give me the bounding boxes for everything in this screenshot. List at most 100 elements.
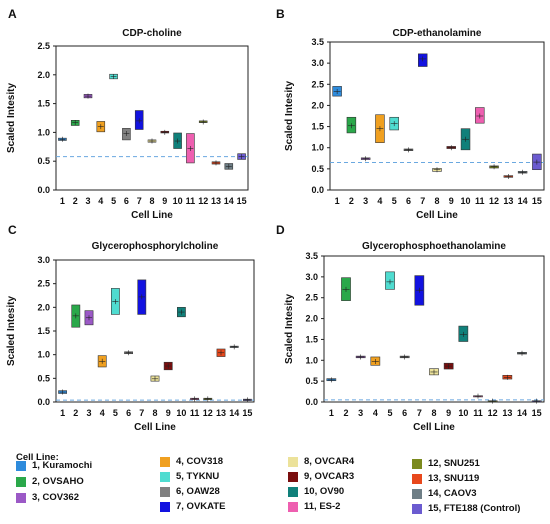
x-tick-label: 8 [434, 196, 439, 206]
panel-letter: B [276, 7, 285, 21]
legend-label: 9, OVCAR3 [304, 471, 355, 482]
legend-swatch [16, 476, 26, 487]
x-tick-label: 6 [406, 196, 411, 206]
x-tick-label: 3 [358, 408, 363, 418]
x-tick-label: 4 [377, 196, 382, 206]
y-axis-label: Scaled Intesity [284, 81, 295, 151]
legend-label: 4, COV318 [176, 456, 223, 467]
legend-item-8: 8, OVCAR4 [288, 456, 354, 467]
legend-item-6: 6, OAW28 [160, 486, 220, 497]
legend-swatch [160, 501, 170, 512]
x-tick-label: 5 [113, 408, 118, 418]
y-tick-label: 2.5 [311, 79, 324, 89]
y-tick-label: 3.5 [311, 37, 324, 47]
panel-letter: C [8, 223, 17, 237]
legend-swatch [412, 458, 422, 469]
y-tick-label: 0.0 [37, 185, 50, 195]
legend-swatch [160, 471, 170, 482]
x-tick-label: 7 [420, 196, 425, 206]
y-tick-label: 3.0 [305, 272, 318, 282]
x-tick-label: 1 [329, 408, 334, 418]
y-tick-label: 3.5 [305, 251, 318, 261]
x-tick-label: 7 [417, 408, 422, 418]
y-tick-label: 2.0 [311, 100, 324, 110]
legend-item-3: 3, COV362 [16, 492, 79, 503]
legend-swatch [288, 456, 298, 467]
x-axis-label: Cell Line [134, 422, 176, 433]
x-tick-label: 15 [237, 196, 247, 206]
x-tick-label: 10 [461, 196, 471, 206]
y-tick-label: 2.5 [37, 41, 50, 51]
panel-B: B CDP-ethanolamine 0.0 0.5 1.0 1.5 2.0 2.5 3.0 3.… [276, 7, 545, 221]
legend-item-10: 10, OV90 [288, 486, 344, 497]
y-tick-label: 0.5 [37, 373, 50, 383]
legend-swatch [412, 473, 422, 484]
x-tick-label: 11 [475, 196, 485, 206]
y-tick-label: 3.0 [37, 255, 50, 265]
y-tick-label: 0.5 [305, 376, 318, 386]
y-tick-label: 2.5 [37, 279, 50, 289]
y-tick-label: 2.0 [305, 314, 318, 324]
x-tick-label: 6 [126, 408, 131, 418]
legend-label: 11, ES-2 [304, 501, 341, 512]
legend-item-15: 15, FTE188 (Control) [412, 503, 520, 514]
y-tick-label: 1.0 [37, 350, 50, 360]
x-tick-label: 3 [85, 196, 90, 206]
x-tick-label: 1 [60, 196, 65, 206]
legend-swatch [412, 488, 422, 499]
y-axis-label: Scaled Intesity [6, 83, 17, 153]
x-tick-label: 11 [190, 408, 200, 418]
panel-C: C Glycerophosphorylcholine 0.0 0.5 1.0 1.5 2.0… [6, 223, 255, 433]
legend-item-9: 9, OVCAR3 [288, 471, 354, 482]
x-tick-label: 9 [166, 408, 171, 418]
x-tick-label: 6 [124, 196, 129, 206]
x-tick-label: 13 [216, 408, 226, 418]
x-tick-label: 14 [518, 196, 528, 206]
x-tick-label: 8 [149, 196, 154, 206]
x-tick-label: 8 [431, 408, 436, 418]
x-tick-label: 2 [343, 408, 348, 418]
legend-item-7: 7, OVKATE [160, 501, 225, 512]
x-tick-label: 9 [449, 196, 454, 206]
legend-label: 12, SNU251 [428, 458, 480, 469]
x-tick-label: 14 [229, 408, 239, 418]
y-tick-label: 1.0 [37, 127, 50, 137]
x-tick-label: 4 [98, 196, 103, 206]
x-tick-label: 10 [458, 408, 468, 418]
x-tick-label: 3 [363, 196, 368, 206]
plot-frame [55, 45, 249, 191]
x-tick-label: 2 [73, 408, 78, 418]
legend-swatch [16, 492, 26, 503]
x-tick-label: 2 [349, 196, 354, 206]
y-tick-label: 0.0 [305, 397, 318, 407]
x-tick-label: 15 [532, 196, 542, 206]
legend-swatch [16, 460, 26, 471]
x-tick-label: 4 [373, 408, 378, 418]
y-tick-label: 2.0 [37, 302, 50, 312]
x-tick-label: 14 [224, 196, 234, 206]
y-tick-label: 0.0 [311, 185, 324, 195]
x-tick-label: 12 [203, 408, 213, 418]
x-tick-label: 10 [176, 408, 186, 418]
panel-title: CDP-ethanolamine [393, 28, 482, 39]
legend-swatch [288, 501, 298, 512]
plot-frame [323, 255, 545, 403]
legend-item-13: 13, SNU119 [412, 473, 479, 484]
x-tick-label: 9 [446, 408, 451, 418]
x-tick-label: 13 [502, 408, 512, 418]
panel-D: D Glycerophosphoethanolamine 0.0 0.5 1.0 1.5 2… [276, 223, 545, 433]
x-tick-label: 1 [60, 408, 65, 418]
x-tick-label: 3 [86, 408, 91, 418]
x-tick-label: 12 [488, 408, 498, 418]
legend-label: 10, OV90 [304, 486, 345, 497]
y-tick-label: 1.5 [37, 99, 50, 109]
x-tick-label: 9 [162, 196, 167, 206]
legend-label: 13, SNU119 [428, 473, 480, 484]
x-tick-label: 8 [152, 408, 157, 418]
legend-label: 1, Kuramochi [32, 460, 93, 471]
x-tick-label: 14 [517, 408, 527, 418]
y-tick-label: 1.5 [37, 326, 50, 336]
x-tick-label: 1 [335, 196, 340, 206]
